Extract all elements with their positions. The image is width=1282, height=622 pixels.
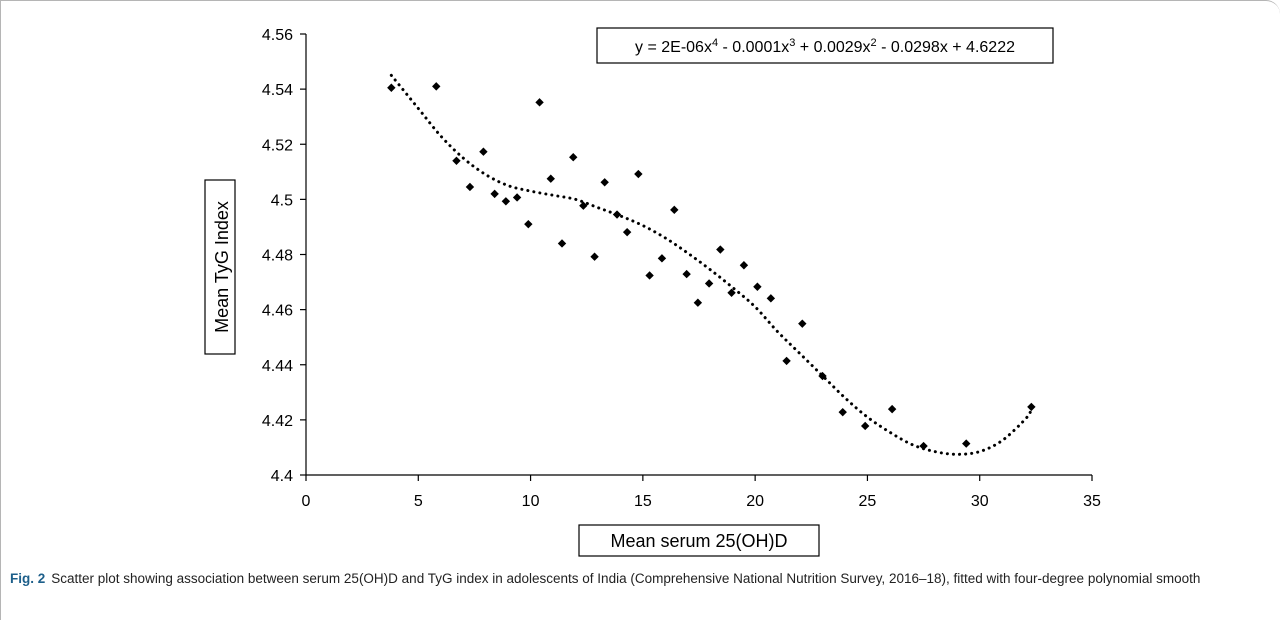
data-point	[634, 169, 643, 179]
equation-box: y = 2E-06x4 - 0.0001x3 + 0.0029x2 - 0.02…	[596, 27, 1054, 64]
figure-label: Fig. 2	[10, 571, 46, 586]
data-point	[622, 227, 632, 237]
x-tick-label: 5	[414, 493, 423, 510]
data-point	[432, 82, 441, 91]
data-point	[600, 178, 609, 187]
data-point	[490, 189, 499, 199]
data-point	[645, 271, 654, 280]
data-point	[670, 205, 679, 215]
data-point	[546, 174, 555, 183]
y-tick-label: 4.48	[262, 248, 293, 265]
axes	[305, 34, 1092, 476]
y-tick-label: 4.46	[262, 303, 293, 320]
equation-label: y = 2E-06x4 - 0.0001x3 + 0.0029x2 - 0.02…	[635, 37, 1015, 56]
data-point	[524, 219, 533, 229]
figure-caption-text: Scatter plot showing association between…	[51, 571, 1201, 586]
x-axis-title-group: Mean serum 25(OH)D	[578, 524, 820, 557]
data-point	[512, 193, 522, 202]
data-points	[387, 82, 1036, 451]
x-tick-label: 20	[746, 493, 764, 510]
data-point	[727, 288, 736, 298]
x-tick-label: 10	[522, 493, 540, 510]
y-tick-label: 4.42	[262, 413, 293, 430]
data-point	[766, 294, 776, 303]
data-point	[452, 156, 461, 165]
data-point	[535, 98, 544, 107]
data-point	[682, 269, 691, 279]
data-point	[612, 210, 622, 219]
data-point	[919, 441, 928, 451]
data-point	[501, 197, 511, 206]
data-point	[479, 147, 488, 156]
x-tick-label: 35	[1083, 493, 1101, 510]
y-tick-label: 4.52	[262, 137, 293, 154]
y-axis-title: Mean TyG Index	[212, 201, 232, 333]
data-point	[887, 404, 897, 414]
x-axis-ticks: 0 5 10 15 20 25 30 35	[302, 475, 1101, 510]
data-point	[818, 371, 827, 381]
data-point	[1027, 402, 1036, 412]
data-point	[753, 282, 762, 291]
data-point	[569, 153, 578, 162]
data-point	[557, 239, 567, 248]
x-tick-label: 15	[634, 493, 652, 510]
data-point	[657, 254, 667, 263]
x-tick-label: 25	[859, 493, 877, 510]
y-tick-label: 4.54	[262, 82, 293, 99]
data-point	[739, 261, 749, 270]
y-tick-label: 4.4	[271, 468, 293, 485]
scatter-chart: 4.4 4.42 4.44 4.46 4.48 4.5 4.52 4.54 4.56 0 5 10 1…	[204, 27, 1101, 557]
y-tick-label: 4.5	[271, 192, 293, 209]
x-axis-title: Mean serum 25(OH)D	[610, 531, 787, 551]
x-tick-label: 30	[971, 493, 989, 510]
data-point	[716, 245, 725, 254]
data-point	[962, 439, 971, 448]
data-point	[590, 252, 599, 261]
data-point	[387, 83, 396, 92]
data-point	[465, 182, 475, 192]
trendline-curve	[389, 73, 1033, 456]
figure-caption: Fig. 2 Scatter plot showing association b…	[10, 569, 1270, 588]
data-point	[704, 279, 714, 288]
data-point	[798, 319, 807, 328]
data-point	[782, 356, 791, 366]
data-point	[838, 407, 847, 417]
x-tick-label: 0	[302, 493, 311, 510]
y-axis-title-group: Mean TyG Index	[204, 179, 236, 355]
data-point	[579, 201, 588, 210]
y-tick-label: 4.56	[262, 27, 293, 44]
y-tick-label: 4.44	[262, 358, 293, 375]
data-point	[693, 298, 703, 307]
data-point	[860, 421, 870, 431]
y-axis-ticks: 4.4 4.42 4.44 4.46 4.48 4.5 4.52 4.54 4.56	[262, 27, 306, 485]
trendline	[389, 73, 1033, 456]
